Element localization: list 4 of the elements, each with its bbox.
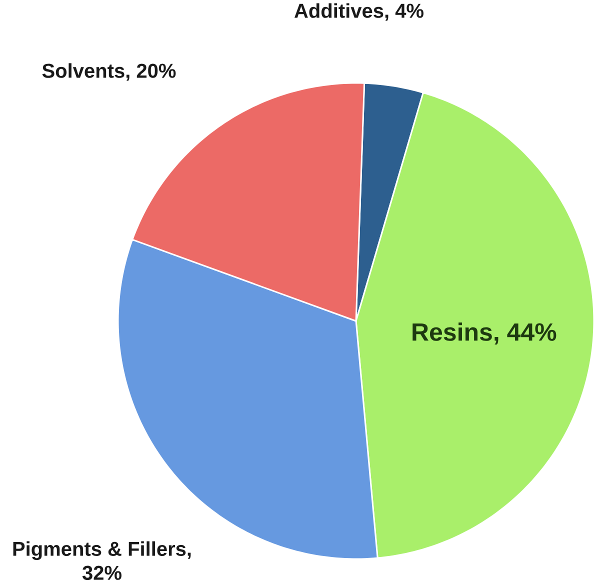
data-label: Solvents, 20% [42,63,176,81]
data-label: Additives, 4% [294,3,424,21]
data-label: Resins, 44% [412,322,556,345]
data-label: Pigments & Fillers, 32% [13,541,191,580]
